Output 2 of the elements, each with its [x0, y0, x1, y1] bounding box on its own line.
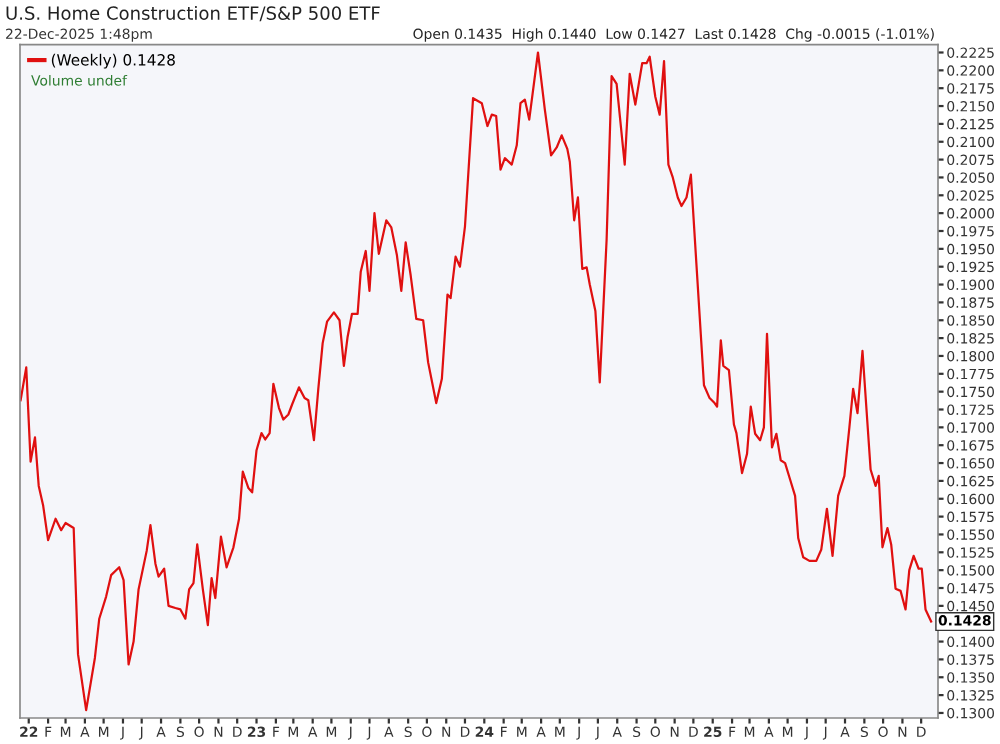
chart-title: U.S. Home Construction ETF/S&P 500 ETF: [6, 5, 380, 22]
line-series: [20, 51, 933, 712]
